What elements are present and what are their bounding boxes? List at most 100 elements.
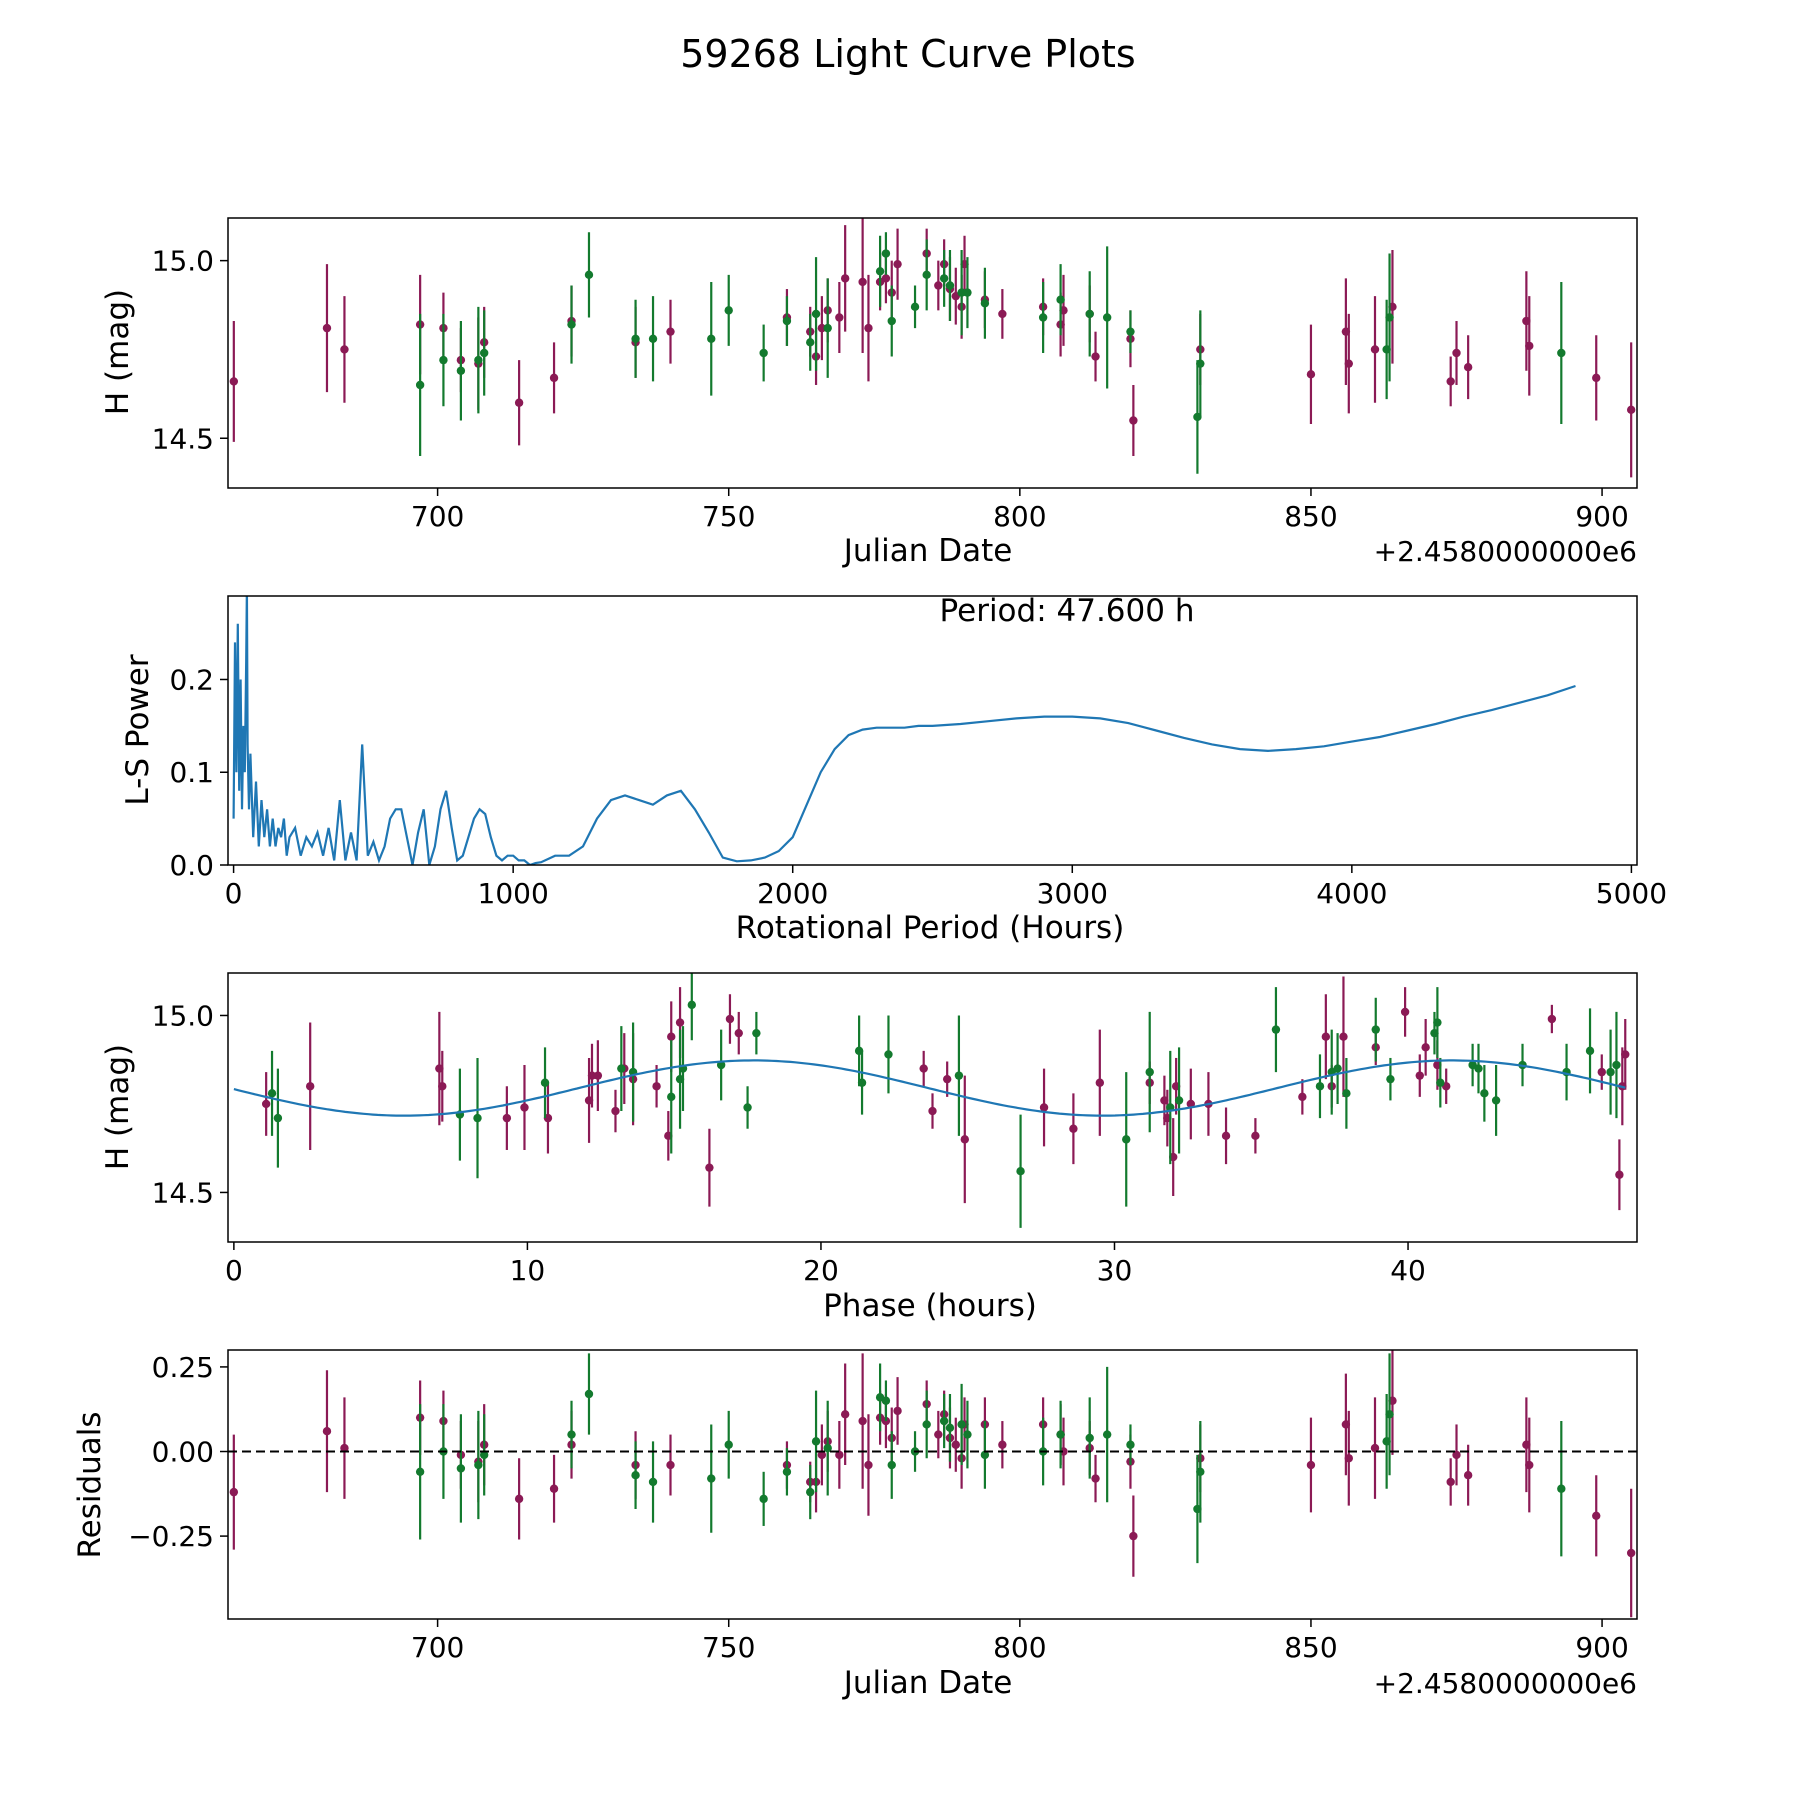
residuals-data-point bbox=[666, 1460, 675, 1470]
phase-folded-data-point bbox=[675, 1018, 685, 1027]
residuals-series-a bbox=[229, 1350, 1636, 1618]
phase-folded-data-point bbox=[1095, 1078, 1105, 1087]
residuals-data-point bbox=[922, 1420, 931, 1429]
phase-folded-data-point bbox=[1221, 1131, 1231, 1141]
phase-folded-x-tick-label: 20 bbox=[803, 1254, 839, 1287]
residuals-data-point bbox=[415, 1467, 425, 1477]
phase-folded-data-point bbox=[1480, 1089, 1489, 1098]
residuals-data-point bbox=[858, 1416, 867, 1426]
periodogram-x-tick-label: 4000 bbox=[1316, 877, 1387, 910]
phase-folded-data-point bbox=[1615, 1170, 1624, 1179]
residuals-data-point bbox=[322, 1427, 332, 1436]
phase-folded-data-point bbox=[734, 1028, 743, 1038]
light-curve-data-point bbox=[1592, 373, 1601, 383]
light-curve-data-point bbox=[939, 274, 949, 283]
residuals-x-tick-label: 750 bbox=[702, 1631, 755, 1664]
phase-folded-x-tick-label: 40 bbox=[1390, 1254, 1426, 1287]
residuals-data-point bbox=[724, 1440, 733, 1449]
light-curve-data-point bbox=[1557, 348, 1566, 358]
figure-title: 59268 Light Curve Plots bbox=[680, 32, 1135, 76]
light-curve-data-point bbox=[1038, 313, 1048, 322]
phase-folded-data-point bbox=[611, 1106, 620, 1116]
residuals-y-tick-label: 0.00 bbox=[152, 1436, 214, 1469]
residuals-axes: 700 750 800 850 900 0.25 0.00 −0.25 bbox=[128, 1351, 1629, 1664]
phase-folded-marks bbox=[261, 973, 1630, 1228]
residuals-data-point bbox=[1056, 1430, 1065, 1439]
phase-folded-data-point bbox=[725, 1014, 735, 1024]
light-curve-data-point bbox=[1452, 348, 1461, 358]
residuals-data-point bbox=[1452, 1450, 1461, 1460]
light-curve-data-point bbox=[811, 309, 821, 319]
residuals-data-point bbox=[707, 1474, 716, 1483]
phase-folded-data-point bbox=[1400, 1007, 1410, 1017]
residuals-data-point bbox=[817, 1450, 827, 1460]
light-curve-data-point bbox=[707, 334, 716, 343]
residuals-x-tick-label: 850 bbox=[1284, 1631, 1337, 1664]
residuals-frame bbox=[227, 1349, 1638, 1620]
light-curve-data-point bbox=[456, 366, 466, 375]
residuals-x-tick-label: 800 bbox=[993, 1631, 1046, 1664]
residuals-data-point bbox=[1306, 1460, 1316, 1470]
light-curve-y-tick-label: 14.5 bbox=[152, 422, 214, 455]
phase-folded-data-point bbox=[687, 1000, 696, 1010]
residuals-data-point bbox=[759, 1494, 768, 1504]
periodogram-y-tick-label: 0.2 bbox=[169, 663, 214, 696]
light-curve-x-label: Julian Date bbox=[842, 533, 1013, 569]
phase-fit-curve bbox=[233, 1059, 1626, 1117]
phase-folded-x-label: Phase (hours) bbox=[823, 1288, 1037, 1324]
light-curve-data-point bbox=[1129, 416, 1138, 425]
phase-folded-data-point bbox=[1621, 1050, 1630, 1059]
phase-folded-data-point bbox=[1321, 1032, 1331, 1041]
phase-folded-data-point bbox=[1585, 1046, 1595, 1056]
periodogram-x-tick-label: 2000 bbox=[757, 877, 828, 910]
light-curve-data-point bbox=[1196, 359, 1205, 368]
residuals-data-point bbox=[1463, 1470, 1473, 1480]
phase-folded-data-point bbox=[1597, 1067, 1606, 1077]
light-curve-data-point bbox=[514, 398, 524, 407]
phase-folded-data-point bbox=[540, 1078, 550, 1087]
phase-folded-data-point bbox=[502, 1113, 512, 1123]
light-curve-data-point bbox=[1056, 295, 1065, 304]
light-curve-data-point bbox=[864, 323, 873, 333]
phase-folded-data-point bbox=[273, 1113, 283, 1123]
light-curve-data-point bbox=[1306, 370, 1316, 379]
residuals-data-point bbox=[456, 1464, 466, 1473]
residuals-data-point bbox=[893, 1406, 902, 1416]
phase-folded-data-point bbox=[1386, 1074, 1395, 1084]
light-curve-data-point bbox=[229, 377, 239, 386]
residuals-data-point bbox=[1091, 1474, 1100, 1483]
light-curve-data-point bbox=[835, 313, 844, 322]
phase-folded-data-point bbox=[587, 1071, 597, 1080]
light-curve-data-point bbox=[910, 302, 920, 312]
phase-folded-data-point bbox=[743, 1103, 752, 1112]
light-curve-data-point bbox=[1463, 363, 1473, 372]
light-curve-data-point bbox=[631, 334, 640, 343]
phase-folded-data-point bbox=[305, 1082, 315, 1091]
phase-folded-data-point bbox=[1436, 1078, 1445, 1087]
light-curve-data-point bbox=[1102, 313, 1112, 322]
residuals-y-tick-label: 0.25 bbox=[152, 1351, 214, 1384]
period-annotation: Period: 47.600 h bbox=[940, 593, 1195, 629]
residuals-data-point bbox=[1126, 1440, 1135, 1449]
phase-folded-data-point bbox=[919, 1064, 928, 1073]
light-curve-data-point bbox=[1085, 309, 1094, 319]
phase-folded-x-tick-label: 0 bbox=[225, 1254, 243, 1287]
light-curve-x-tick-label: 850 bbox=[1284, 500, 1337, 533]
residuals-x-tick-label: 700 bbox=[411, 1631, 464, 1664]
light-curve-x-tick-label: 750 bbox=[702, 500, 755, 533]
phase-folded-data-point bbox=[1433, 1018, 1442, 1027]
periodogram-y-tick-label: 0.0 bbox=[169, 849, 214, 882]
phase-folded-data-point bbox=[954, 1071, 964, 1080]
residuals-data-point bbox=[1446, 1477, 1455, 1487]
light-curve-series-a bbox=[229, 218, 1636, 478]
light-curve-x-tick-label: 900 bbox=[1575, 500, 1628, 533]
light-curve-marks bbox=[229, 218, 1636, 478]
phase-folded-data-point bbox=[1342, 1089, 1351, 1098]
light-curve-data-point bbox=[549, 373, 559, 383]
light-curve-data-point bbox=[340, 345, 349, 354]
light-curve-data-point bbox=[474, 355, 483, 365]
light-curve-data-point bbox=[439, 355, 448, 365]
residuals-data-point bbox=[474, 1460, 483, 1470]
phase-folded-data-point bbox=[1145, 1067, 1154, 1077]
phase-folded-data-point bbox=[716, 1060, 726, 1070]
